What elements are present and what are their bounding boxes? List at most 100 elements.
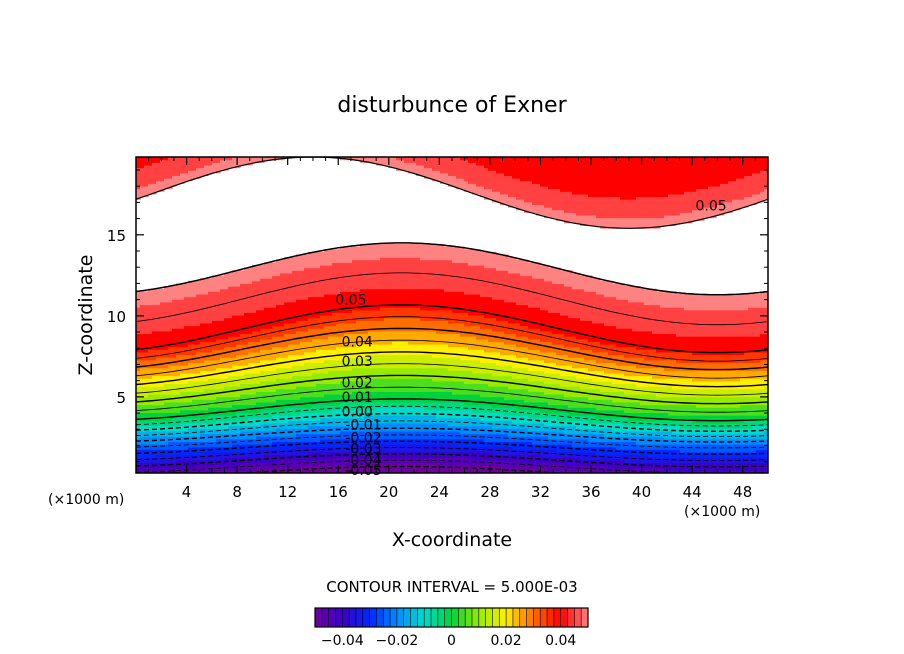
contour-cell	[160, 328, 165, 332]
contour-cell	[176, 380, 181, 385]
contour-cell	[176, 172, 181, 177]
contour-cell	[164, 425, 169, 429]
contour-cell	[196, 415, 201, 419]
contour-cell	[176, 330, 181, 335]
contour-cell	[168, 378, 173, 382]
contour-cell	[184, 407, 189, 411]
contour-cell	[160, 185, 165, 190]
contour-cell	[176, 438, 181, 442]
contour-cell	[168, 412, 173, 416]
contour-cell	[160, 164, 165, 169]
contour-cell	[188, 325, 193, 329]
contour-cell	[168, 359, 173, 363]
contour-cell	[148, 470, 153, 473]
contour-cell	[160, 172, 165, 177]
contour-cell	[196, 428, 201, 432]
contour-cell	[172, 304, 177, 308]
contour-cell	[160, 415, 165, 419]
contour-cell	[140, 293, 145, 298]
contour-cell	[192, 157, 197, 161]
contour-cell	[196, 383, 201, 387]
contour-cell	[184, 430, 189, 435]
contour-cell	[136, 301, 141, 306]
contour-cell	[156, 444, 161, 448]
contour-cell	[136, 470, 141, 473]
contour-cell	[176, 304, 181, 308]
contour-cell	[140, 425, 145, 429]
contour-cell	[152, 188, 157, 192]
contour-cell	[180, 362, 185, 366]
contour-cell	[140, 188, 145, 192]
contour-cell	[156, 449, 161, 453]
contour-cell	[180, 454, 185, 458]
contour-cell	[152, 367, 157, 371]
contour-cell	[176, 441, 181, 445]
contour-cell	[184, 172, 189, 177]
contour-cell	[188, 409, 193, 414]
contour-cell	[192, 407, 197, 411]
contour-cell	[164, 180, 169, 184]
contour-cell	[176, 362, 181, 366]
contour-cell	[144, 441, 149, 445]
contour-cell	[196, 288, 201, 292]
contour-cell	[180, 293, 185, 298]
contour-cell	[144, 444, 149, 448]
contour-cell	[168, 372, 173, 377]
contour-cell	[176, 322, 181, 327]
contour-cell	[164, 444, 169, 448]
contour-cell	[172, 422, 177, 427]
contour-cell	[152, 391, 157, 395]
contour-cell	[176, 467, 181, 471]
contour-cell	[156, 175, 161, 179]
contour-cell	[164, 412, 169, 416]
contour-cell	[180, 315, 185, 319]
contour-cell	[136, 351, 141, 356]
contour-cell	[148, 404, 153, 408]
contour-cell	[136, 354, 141, 358]
contour-cell	[156, 365, 161, 369]
contour-cell	[160, 420, 165, 424]
contour-cell	[196, 441, 201, 445]
contour-cell	[160, 322, 165, 327]
contour-cell	[196, 404, 201, 408]
contour-cell	[140, 449, 145, 453]
contour-cell	[160, 462, 165, 466]
contour-cell	[144, 343, 149, 348]
contour-cell	[148, 164, 153, 169]
contour-cell	[192, 286, 197, 290]
contour-cell	[172, 338, 177, 342]
contour-cell	[156, 164, 161, 169]
contour-cell	[164, 354, 169, 358]
contour-cell	[168, 457, 173, 461]
contour-cell	[168, 420, 173, 424]
contour-cell	[188, 441, 193, 445]
contour-cell	[148, 378, 153, 382]
contour-cell	[136, 401, 141, 406]
contour-cell	[168, 430, 173, 435]
contour-cell	[156, 351, 161, 356]
contour-cell	[148, 183, 153, 187]
contour-cell	[144, 412, 149, 416]
contour-cell	[152, 338, 157, 342]
contour-cell	[196, 438, 201, 442]
contour-cell	[164, 428, 169, 432]
contour-cell	[172, 391, 177, 395]
contour-cell	[140, 328, 145, 332]
contour-cell	[168, 465, 173, 469]
contour-cell	[188, 333, 193, 337]
contour-cell	[196, 312, 201, 316]
contour-cell	[172, 370, 177, 374]
contour-cell	[184, 433, 189, 437]
contour-cell	[160, 409, 165, 414]
contour-cell	[160, 162, 165, 166]
contour-cell	[156, 304, 161, 308]
contour-cell	[144, 401, 149, 406]
contour-cell	[172, 317, 177, 321]
contour-cell	[188, 365, 193, 369]
contour-cell	[140, 446, 145, 450]
contour-cell	[168, 417, 173, 421]
contour-cell	[196, 444, 201, 448]
contour-cell	[176, 446, 181, 450]
contour-cell	[184, 409, 189, 414]
contour-cell	[160, 354, 165, 358]
